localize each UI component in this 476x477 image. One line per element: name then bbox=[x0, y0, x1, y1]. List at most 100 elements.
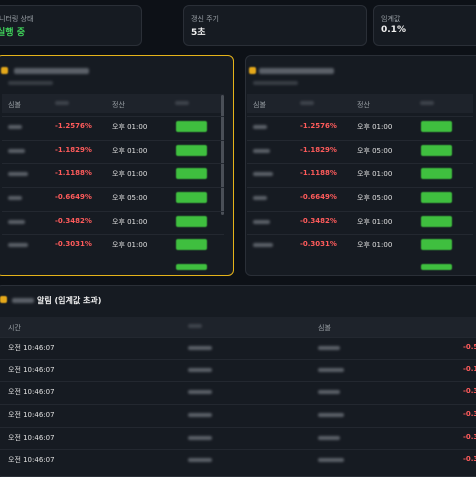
row-separator bbox=[2, 234, 224, 235]
settlement-time: 오후 01:00 bbox=[357, 241, 393, 249]
funding-rate: -0.3482% bbox=[300, 217, 337, 225]
alert-time: 오전 10:46:07 bbox=[8, 366, 55, 374]
symbol-blurred bbox=[253, 149, 270, 153]
symbol-blurred bbox=[318, 390, 340, 394]
funding-rate: -1.1829% bbox=[300, 146, 337, 154]
header-blurred bbox=[175, 101, 189, 105]
blurred-cell bbox=[188, 368, 212, 372]
card-label: 니터링 상태 bbox=[0, 15, 34, 23]
table-header bbox=[2, 94, 224, 113]
row-separator bbox=[2, 187, 224, 188]
alerts-title-blurred bbox=[12, 298, 34, 303]
symbol-blurred bbox=[253, 125, 267, 129]
status-badge bbox=[421, 192, 452, 203]
alert-rate: -0.3 bbox=[463, 433, 476, 441]
blurred-cell bbox=[188, 458, 212, 462]
symbol-blurred bbox=[8, 220, 25, 224]
alert-time: 오전 10:46:07 bbox=[8, 344, 55, 352]
symbol-blurred bbox=[253, 220, 270, 224]
alert-time: 오전 10:46:07 bbox=[8, 411, 55, 419]
header-cell: 시간 bbox=[8, 324, 21, 332]
alert-rate: -0.3 bbox=[463, 387, 476, 395]
funding-rate: -0.6649% bbox=[55, 193, 92, 201]
settlement-time: 오후 01:00 bbox=[357, 170, 393, 178]
symbol-blurred bbox=[8, 149, 25, 153]
row-separator bbox=[2, 116, 224, 117]
settlement-time: 오후 05:00 bbox=[357, 147, 393, 155]
header-cell: 심볼 bbox=[318, 324, 331, 332]
symbol-blurred bbox=[253, 172, 273, 176]
status-badge bbox=[421, 264, 452, 270]
alert-rate: -0.5 bbox=[463, 343, 476, 351]
alert-time: 오전 10:46:07 bbox=[8, 456, 55, 464]
row-separator bbox=[0, 337, 476, 338]
row-separator bbox=[0, 404, 476, 405]
funding-rate: -1.2576% bbox=[55, 122, 92, 130]
status-card bbox=[0, 5, 142, 46]
settlement-time: 오후 01:00 bbox=[112, 218, 148, 226]
status-badge bbox=[421, 168, 452, 179]
blurred-cell bbox=[188, 413, 212, 417]
row-separator bbox=[0, 381, 476, 382]
header-blurred bbox=[188, 324, 202, 328]
settlement-time: 오후 01:00 bbox=[112, 147, 148, 155]
status-card bbox=[183, 5, 367, 46]
funding-rate: -1.1188% bbox=[300, 169, 337, 177]
card-label: 임계값 bbox=[381, 15, 401, 23]
card-value: 실행 중 bbox=[0, 28, 25, 38]
symbol-blurred bbox=[253, 243, 273, 247]
row-separator bbox=[247, 211, 473, 212]
settlement-time: 오후 01:00 bbox=[357, 123, 393, 131]
alert-rate: -0.1 bbox=[463, 365, 476, 373]
alert-time: 오전 10:46:07 bbox=[8, 434, 55, 442]
alerts-title: 알림 (임계값 초과) bbox=[37, 296, 102, 305]
header-cell: 정산 bbox=[357, 101, 370, 109]
blurred-cell bbox=[188, 436, 212, 440]
panel-title-blurred bbox=[259, 68, 334, 74]
status-badge bbox=[421, 239, 452, 250]
status-badge bbox=[176, 216, 207, 227]
funding-rate: -0.3482% bbox=[55, 217, 92, 225]
status-badge bbox=[176, 264, 207, 270]
status-badge bbox=[421, 216, 452, 227]
symbol-blurred bbox=[318, 436, 340, 440]
status-badge bbox=[176, 121, 207, 132]
row-separator bbox=[2, 140, 224, 141]
symbol-blurred bbox=[318, 346, 340, 350]
table-header bbox=[247, 94, 473, 113]
row-separator bbox=[2, 211, 224, 212]
header-cell: 정산 bbox=[112, 101, 125, 109]
header-blurred bbox=[55, 101, 69, 105]
blurred-cell bbox=[188, 346, 212, 350]
status-badge bbox=[176, 145, 207, 156]
symbol-blurred bbox=[8, 196, 22, 200]
settlement-time: 오후 01:00 bbox=[112, 241, 148, 249]
row-separator bbox=[0, 449, 476, 450]
panel-icon bbox=[1, 67, 8, 74]
row-separator bbox=[247, 140, 473, 141]
status-badge bbox=[421, 145, 452, 156]
alert-rate: -0.3 bbox=[463, 410, 476, 418]
symbol-blurred bbox=[8, 125, 22, 129]
row-separator bbox=[247, 116, 473, 117]
header-cell: 심볼 bbox=[8, 101, 21, 109]
symbol-blurred bbox=[318, 368, 344, 372]
symbol-blurred bbox=[318, 458, 344, 462]
panel-title-blurred bbox=[14, 68, 89, 74]
panel-subtitle-blurred bbox=[8, 81, 53, 85]
row-separator bbox=[0, 359, 476, 360]
settlement-time: 오후 01:00 bbox=[357, 218, 393, 226]
status-card bbox=[373, 5, 476, 46]
status-badge bbox=[421, 121, 452, 132]
symbol-blurred bbox=[253, 196, 267, 200]
funding-rate: -0.6649% bbox=[300, 193, 337, 201]
row-separator bbox=[247, 163, 473, 164]
row-separator bbox=[247, 187, 473, 188]
funding-rate: -1.1829% bbox=[55, 146, 92, 154]
funding-rate: -1.2576% bbox=[300, 122, 337, 130]
card-label: 갱신 주기 bbox=[191, 15, 219, 23]
card-value: 0.1% bbox=[381, 25, 406, 35]
header-cell: 심볼 bbox=[253, 101, 266, 109]
